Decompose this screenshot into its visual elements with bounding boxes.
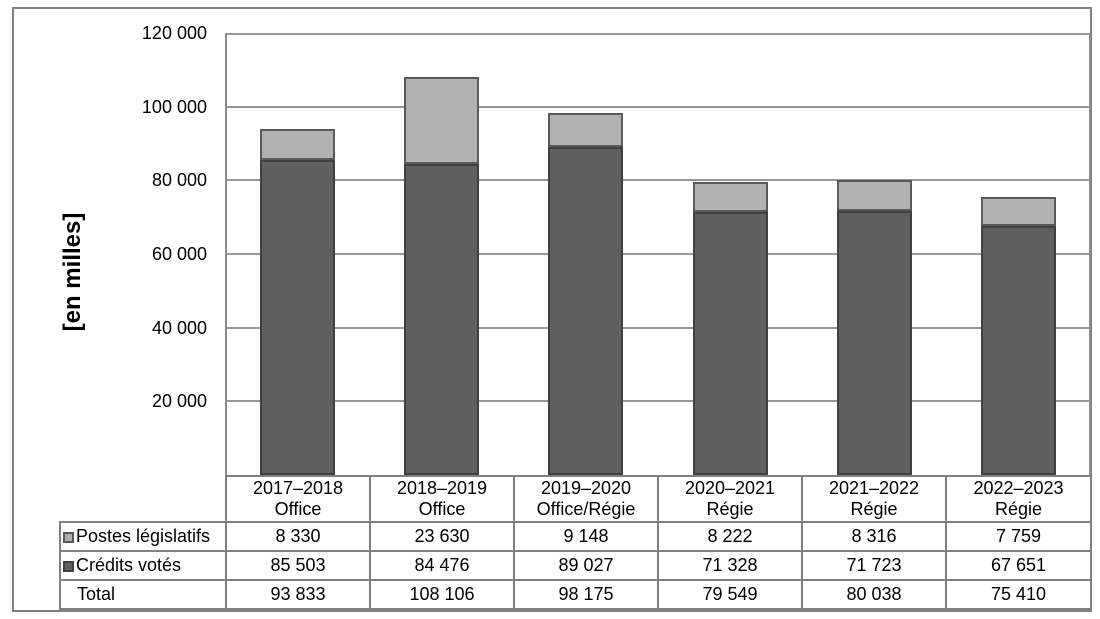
y-tick-label: 60 000	[151, 244, 207, 264]
legend-swatch-credits-votes	[63, 561, 74, 572]
category-header-cell: 2022–2023 Régie	[945, 475, 1092, 523]
category-header-cell: 2020–2021 Régie	[657, 475, 803, 523]
series-name: Crédits votés	[76, 555, 182, 575]
bar-segment-postes-legislatifs	[693, 182, 768, 212]
value-cell: 85 503	[225, 550, 371, 581]
total-value-cell: 80 038	[801, 579, 947, 610]
series-label-cell: Postes législatifs	[59, 521, 227, 552]
value-cell: 84 476	[369, 550, 515, 581]
category-header-cell: 2018–2019 Office	[369, 475, 515, 523]
data-table: 2017–2018 Office 2018–2019 Office 2019–202…	[59, 475, 1092, 610]
table-series-row: Crédits votés 85 503 84 476 89 027 71 328 71 …	[59, 550, 1092, 581]
bar-segment-credits-votes	[548, 147, 623, 475]
value-cell: 89 027	[513, 550, 659, 581]
bar-segment-postes-legislatifs	[981, 197, 1056, 226]
table-total-row: Total 93 833 108 106 98 175 79 549 80 038 75 4…	[59, 579, 1092, 610]
table-header-row: 2017–2018 Office 2018–2019 Office 2019–202…	[60, 475, 1092, 523]
gridline	[225, 106, 1091, 108]
category-header-cell: 2017–2018 Office	[225, 475, 371, 523]
value-cell: 8 222	[657, 521, 803, 552]
bar-segment-postes-legislatifs	[837, 180, 912, 211]
gridline	[225, 400, 1091, 402]
y-axis-title: [en milles]	[59, 212, 86, 332]
series-label-cell: Crédits votés	[59, 550, 227, 581]
total-value-cell: 79 549	[657, 579, 803, 610]
series-name: Postes législatifs	[76, 526, 211, 546]
value-cell: 8 330	[225, 521, 371, 552]
category-header-cell: 2021–2022 Régie	[801, 475, 947, 523]
total-label-cell: Total	[59, 579, 227, 610]
bar-segment-credits-votes	[693, 212, 768, 475]
gridline	[225, 179, 1091, 181]
value-cell: 7 759	[945, 521, 1092, 552]
bar-segment-postes-legislatifs	[548, 113, 623, 147]
value-cell: 67 651	[945, 550, 1092, 581]
total-value-cell: 98 175	[513, 579, 659, 610]
gridline	[225, 253, 1091, 255]
table-series-row: Postes législatifs 8 330 23 630 9 148 8 222 8…	[59, 521, 1092, 552]
total-value-cell: 93 833	[225, 579, 371, 610]
legend-swatch-postes-legislatifs	[63, 532, 74, 543]
plot-area	[225, 33, 1091, 475]
bar-segment-postes-legislatifs	[404, 77, 479, 164]
value-cell: 8 316	[801, 521, 947, 552]
y-tick-label: 40 000	[151, 317, 207, 338]
total-value-cell: 108 106	[369, 579, 515, 610]
bar-segment-credits-votes	[404, 164, 479, 475]
gridline	[225, 33, 1091, 35]
y-axis-line	[225, 33, 227, 475]
y-tick-label: 20 000	[151, 391, 207, 412]
category-header-cell: 2019–2020 Office/Régie	[513, 475, 659, 523]
y-tick-label: 80 000	[151, 170, 207, 191]
bar-segment-credits-votes	[981, 226, 1056, 475]
table-corner-spacer	[60, 476, 226, 522]
value-cell: 9 148	[513, 521, 659, 552]
bar-segment-postes-legislatifs	[260, 129, 335, 160]
y-tick-label: 100 000	[141, 96, 207, 117]
total-value-cell: 75 410	[945, 579, 1092, 610]
gridline	[225, 327, 1091, 329]
y-tick-label: 120 000	[141, 23, 207, 43]
value-cell: 71 328	[657, 550, 803, 581]
bar-segment-credits-votes	[837, 211, 912, 475]
bar-segment-credits-votes	[260, 160, 335, 475]
value-cell: 71 723	[801, 550, 947, 581]
plot-right-border	[1089, 33, 1091, 475]
value-cell: 23 630	[369, 521, 515, 552]
